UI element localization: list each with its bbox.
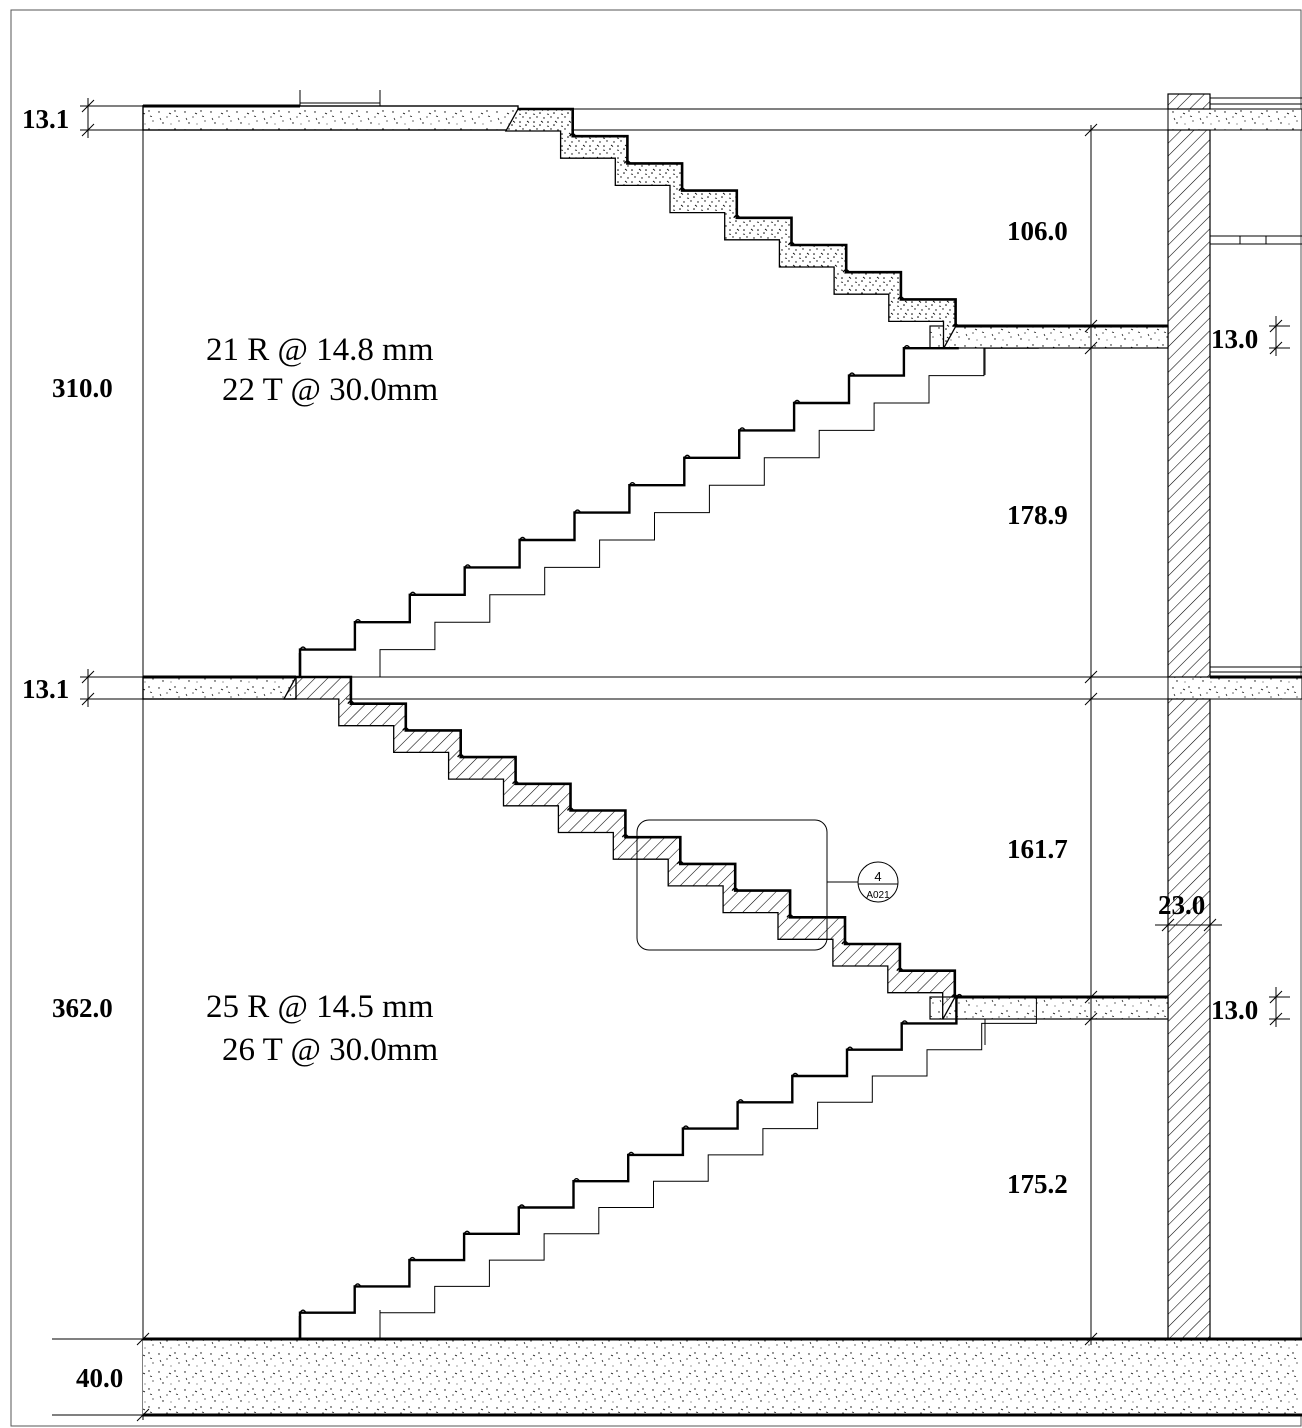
dim-upper-height: 310.0 — [52, 373, 113, 403]
nosing — [846, 1046, 854, 1051]
beyond-stair-flights — [298, 345, 1092, 1339]
right-dimension-string — [1084, 123, 1098, 1346]
nosing — [628, 482, 637, 486]
nosing — [511, 780, 520, 785]
nosing — [841, 940, 849, 945]
nosing — [678, 187, 686, 191]
nosing — [738, 427, 746, 431]
nosing — [402, 727, 410, 731]
landing-dimension-ticks — [1269, 316, 1290, 1027]
nosing — [457, 753, 465, 758]
wall-dimension — [1155, 918, 1222, 932]
upper-cut-flight — [504, 107, 960, 349]
lower-landing-slab — [929, 995, 1169, 1020]
upper-beyond-flight — [298, 345, 1039, 677]
nosing — [897, 296, 905, 300]
lower-beyond-flight — [298, 993, 1092, 1339]
middle-floor-slab — [142, 675, 1302, 700]
nosing — [736, 1099, 745, 1103]
nosing — [299, 646, 307, 650]
nosing — [683, 454, 691, 459]
nosing — [682, 1125, 690, 1129]
upper-tread-note: 22 T @ 30.0mm — [222, 372, 439, 408]
nosing — [791, 1072, 799, 1077]
dim-lower-height: 362.0 — [52, 993, 113, 1023]
nosing — [573, 509, 582, 513]
nosing — [518, 1204, 526, 1208]
lower-tread-note: 26 T @ 30.0mm — [222, 1032, 439, 1068]
upper-landing-slab — [929, 324, 1169, 349]
nosing — [793, 399, 801, 404]
nosing — [463, 1230, 471, 1235]
lower-riser-note: 25 R @ 14.5 mm — [206, 989, 434, 1025]
dim-lower-flight-bottom: 175.2 — [1007, 1169, 1068, 1199]
nosing — [347, 700, 355, 705]
nosing — [623, 160, 632, 164]
foundation-slab — [143, 1337, 1302, 1417]
nosing — [354, 1283, 362, 1287]
upper-riser-note: 21 R @ 14.8 mm — [206, 332, 434, 368]
detail-callout: 4 A021 — [636, 819, 899, 951]
dim-lower-landing-slab: 13.0 — [1211, 995, 1258, 1025]
dim-mid-slab: 13.1 — [22, 674, 69, 704]
nosing — [842, 269, 850, 273]
dim-lower-flight-top: 161.7 — [1007, 834, 1068, 864]
nosing — [464, 564, 472, 568]
detail-tag[interactable] — [857, 861, 899, 903]
nosing — [299, 1309, 307, 1314]
detail-number: 4 — [874, 869, 881, 884]
nosing — [896, 967, 904, 972]
nosing — [409, 591, 417, 596]
detail-sheet: A021 — [866, 890, 890, 901]
nosing — [951, 323, 960, 327]
dim-upper-flight-top: 106.0 — [1007, 216, 1068, 246]
nosing — [566, 807, 575, 811]
detail-boundary — [636, 819, 828, 951]
nosing — [354, 619, 362, 623]
dim-foundation: 40.0 — [76, 1363, 123, 1393]
nosing — [786, 914, 794, 918]
nosing — [955, 993, 964, 998]
nosing — [408, 1256, 417, 1261]
nosing — [733, 214, 741, 219]
nosing — [569, 133, 577, 137]
nosing — [787, 241, 796, 246]
nosing — [731, 887, 739, 891]
nosing — [676, 860, 684, 865]
dim-upper-flight-bottom: 178.9 — [1007, 500, 1068, 530]
nosing — [627, 1151, 635, 1156]
nosing — [848, 372, 856, 376]
nosing — [518, 536, 527, 541]
nosing — [901, 1020, 909, 1024]
nosing — [903, 345, 911, 349]
drawing-frame — [10, 9, 1302, 1427]
lower-cut-flight — [282, 675, 959, 1020]
dim-top-slab: 13.1 — [22, 104, 69, 134]
cut-stair-flights — [282, 107, 960, 1020]
nosing — [621, 834, 630, 838]
right-wall — [1167, 93, 1302, 1340]
dim-upper-landing-slab: 13.0 — [1211, 324, 1258, 354]
left-dimension-ticks — [52, 98, 150, 1422]
top-floor-slab — [142, 90, 1302, 131]
nosing — [572, 1178, 581, 1182]
dim-wall-thickness: 23.0 — [1158, 890, 1205, 920]
